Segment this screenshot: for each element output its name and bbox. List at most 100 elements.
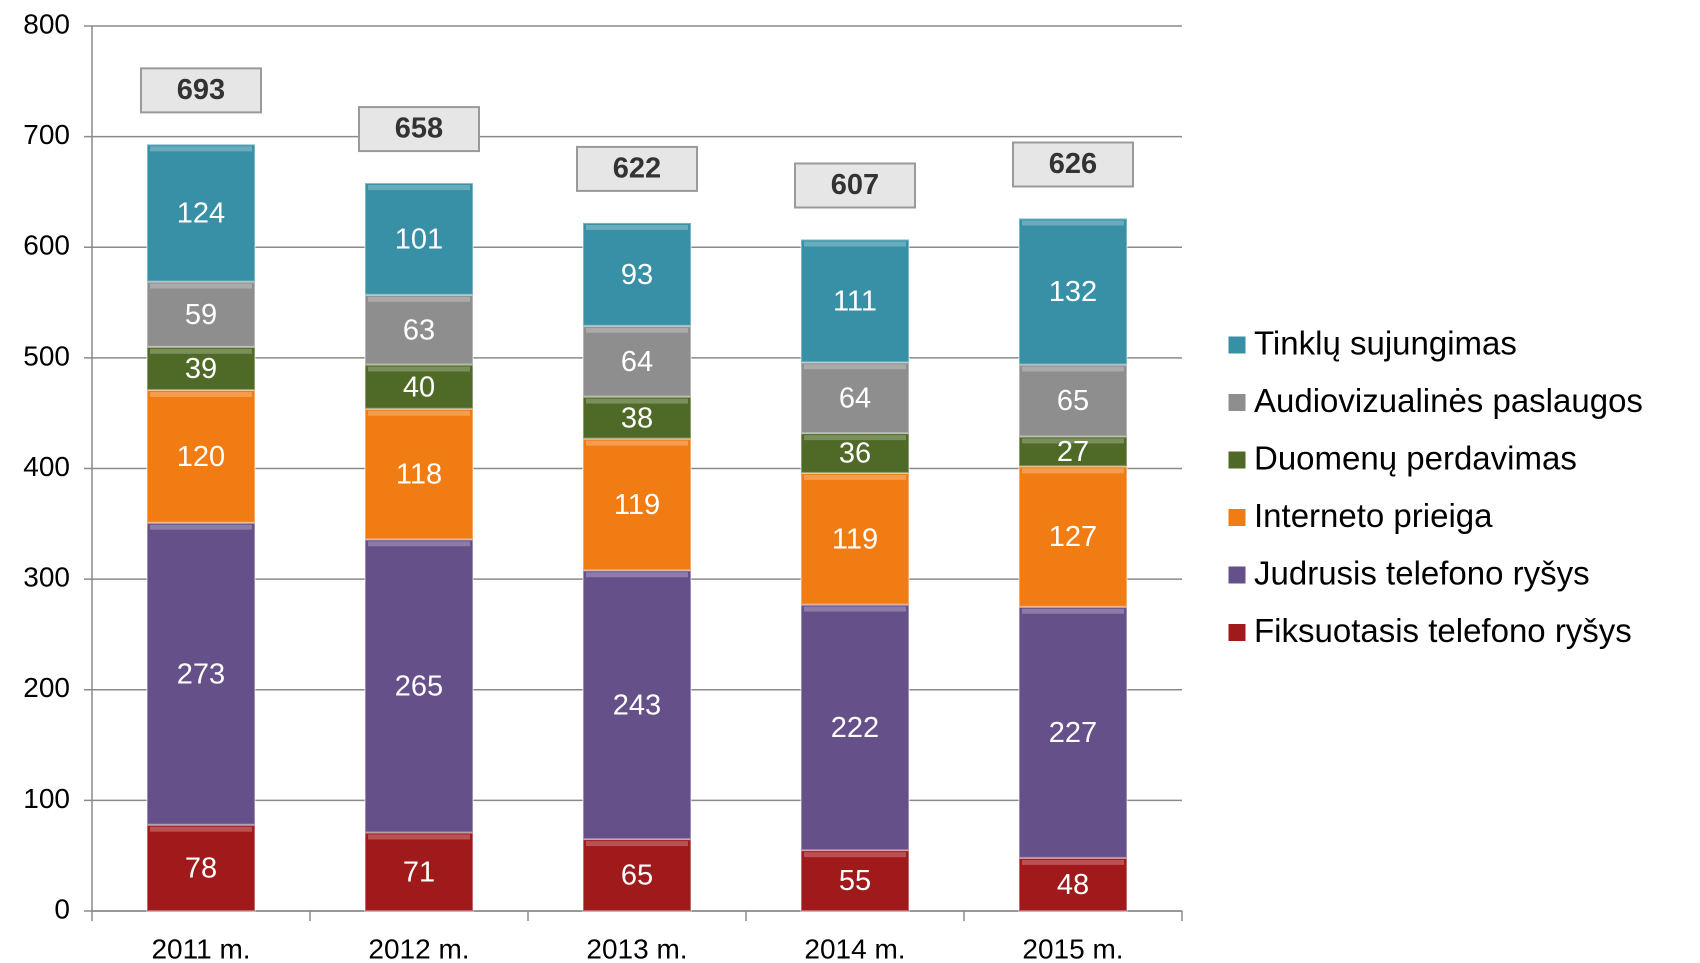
bar-segment [1018, 605, 1128, 859]
y-tick-label: 800 [23, 8, 70, 39]
bar-highlight [1022, 859, 1124, 865]
bar-highlight [150, 348, 252, 354]
data-label: 64 [621, 346, 653, 378]
total-label: 607 [831, 169, 879, 201]
data-label: 101 [395, 224, 443, 256]
x-tick-label: 2011 m. [151, 933, 250, 963]
data-label: 273 [177, 658, 225, 690]
bar-highlight [586, 440, 688, 446]
bar-highlight [804, 364, 906, 370]
bar-segment [364, 538, 474, 834]
y-tick-label: 700 [23, 119, 70, 150]
bar-highlight [368, 185, 470, 191]
total-box [140, 67, 262, 114]
bar-highlight [586, 841, 688, 847]
bar-highlight [150, 391, 252, 397]
legend-swatch [1227, 623, 1247, 642]
bar-segment [146, 280, 256, 348]
bar-highlight [368, 834, 470, 840]
bar-highlight [586, 572, 688, 578]
data-label: 119 [614, 489, 660, 521]
legend-label: Audiovizualinės paslaugos [1254, 382, 1643, 419]
bar-highlight [804, 474, 906, 480]
legend-swatch [1227, 508, 1247, 527]
bar-segment [146, 823, 256, 913]
bar-highlight [1022, 220, 1124, 226]
bar-segment [582, 395, 692, 440]
total-box [576, 145, 698, 192]
data-label: 78 [185, 853, 217, 885]
data-label: 64 [839, 382, 871, 414]
data-label: 65 [1057, 385, 1089, 417]
legend-label: Interneto prieiga [1254, 497, 1493, 534]
bar-segment [800, 238, 910, 364]
total-box [1012, 141, 1134, 188]
legend-label: Judrusis telefono ryšys [1254, 555, 1590, 592]
total-label: 693 [177, 74, 225, 106]
legend-swatch [1227, 393, 1247, 412]
bar-highlight [368, 410, 470, 416]
bar-segment [800, 432, 910, 474]
y-tick-label: 200 [23, 672, 70, 703]
bar-highlight [150, 826, 252, 832]
data-label: 222 [831, 712, 879, 744]
bar-highlight [150, 524, 252, 530]
bar-highlight [150, 283, 252, 289]
y-tick-label: 300 [23, 562, 70, 593]
bar-highlight [586, 327, 688, 333]
bar-segment [800, 471, 910, 606]
data-label: 36 [839, 438, 871, 470]
y-tick-label: 600 [23, 230, 70, 261]
bar-highlight [586, 224, 688, 230]
total-box [794, 162, 916, 209]
legend-swatch [1227, 450, 1247, 470]
bar-highlight [804, 606, 906, 612]
data-label: 39 [185, 353, 217, 385]
data-label: 63 [403, 314, 435, 346]
bar-segment [364, 293, 474, 366]
bar-highlight [368, 296, 470, 302]
bar-segment [800, 603, 910, 852]
data-label: 120 [177, 441, 225, 473]
legend-label: Tinklų sujungimas [1254, 325, 1517, 362]
data-label: 132 [1049, 276, 1097, 308]
data-label: 48 [1057, 869, 1089, 901]
data-label: 27 [1057, 436, 1089, 468]
data-label: 71 [403, 856, 435, 888]
data-label: 59 [185, 299, 217, 331]
bar-highlight [1022, 468, 1124, 474]
legend-label: Duomenų perdavimas [1254, 440, 1577, 477]
data-label: 119 [832, 523, 878, 555]
bar-segment [1018, 363, 1128, 438]
bar-highlight [804, 241, 906, 247]
data-label: 38 [621, 402, 653, 434]
y-tick-label: 100 [23, 783, 70, 814]
data-label: 124 [177, 198, 225, 230]
bar-highlight [1022, 366, 1124, 372]
bar-segment [146, 388, 256, 524]
bar-highlight [804, 435, 906, 441]
bar-segment [1018, 217, 1128, 366]
bar-segment [364, 182, 474, 296]
bar-highlight [804, 852, 906, 858]
y-tick-label: 400 [23, 451, 70, 482]
bar-segment [800, 361, 910, 435]
bar-segment [800, 849, 910, 912]
data-label: 127 [1049, 521, 1097, 553]
bar-highlight [368, 541, 470, 547]
legend-swatch [1227, 335, 1247, 355]
bar-highlight [368, 366, 470, 372]
bar-segment [582, 569, 692, 841]
bar-highlight [150, 146, 252, 152]
bar-segment [582, 437, 692, 572]
legend-swatch [1227, 565, 1247, 585]
bar-highlight [586, 398, 688, 404]
bar-segment [146, 143, 256, 283]
legend-label: Fiksuotasis telefono ryšys [1254, 612, 1632, 649]
x-tick-label: 2014 m. [804, 933, 905, 963]
total-box [358, 106, 480, 153]
data-label: 93 [621, 259, 653, 291]
data-label: 118 [396, 459, 442, 491]
total-label: 658 [395, 113, 443, 145]
